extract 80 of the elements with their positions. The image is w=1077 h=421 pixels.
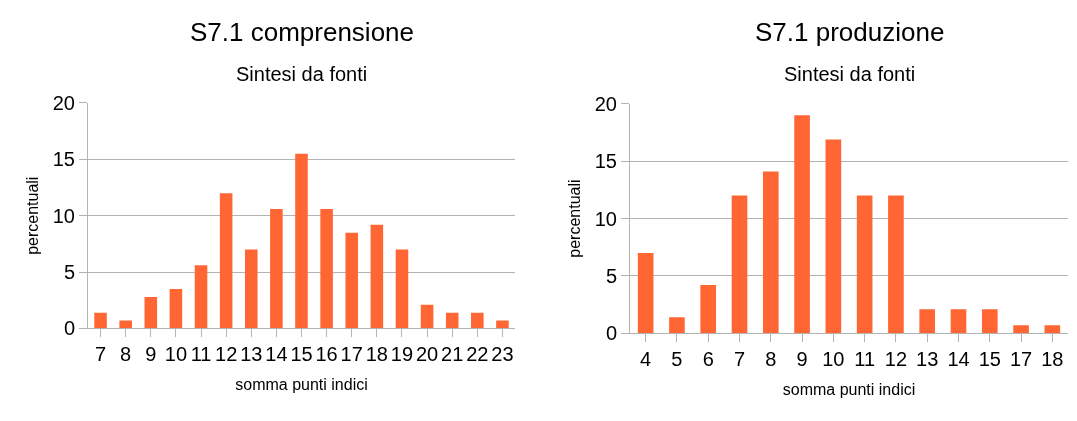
bar bbox=[295, 153, 308, 329]
bar bbox=[94, 312, 107, 329]
x-tick-label: 6 bbox=[702, 348, 714, 371]
bar bbox=[244, 249, 258, 329]
chart-title: S7.1 produzione bbox=[755, 17, 945, 47]
bar bbox=[794, 115, 810, 334]
bar bbox=[1044, 325, 1061, 334]
bar bbox=[144, 296, 158, 329]
bar bbox=[471, 312, 484, 329]
y-axis-title: percentuali bbox=[565, 179, 583, 258]
bar bbox=[320, 208, 333, 329]
x-tick-label: 16 bbox=[315, 343, 338, 366]
x-tick-label: 15 bbox=[290, 343, 313, 366]
chart-title: S7.1 comprensione bbox=[190, 17, 415, 47]
bar bbox=[981, 309, 998, 334]
bar bbox=[825, 139, 842, 334]
bar bbox=[270, 208, 283, 329]
x-tick-label: 5 bbox=[671, 348, 683, 371]
x-tick-label: 10 bbox=[822, 348, 845, 371]
x-tick-label: 13 bbox=[916, 348, 939, 371]
bar bbox=[856, 195, 873, 334]
y-tick-label: 0 bbox=[605, 322, 617, 345]
x-tick-label: 17 bbox=[340, 343, 363, 366]
bar bbox=[888, 195, 904, 334]
x-tick-label: 13 bbox=[240, 343, 263, 366]
y-tick-label: 5 bbox=[605, 264, 617, 287]
x-tick-label: 19 bbox=[390, 343, 414, 366]
bar bbox=[219, 193, 233, 329]
x-tick-label: 17 bbox=[1009, 348, 1033, 371]
x-tick-label: 9 bbox=[796, 348, 808, 371]
bar bbox=[370, 224, 384, 329]
x-tick-label: 8 bbox=[120, 343, 132, 366]
x-tick-label: 18 bbox=[1041, 348, 1064, 371]
x-tick-label: 14 bbox=[947, 348, 970, 371]
bar bbox=[345, 232, 359, 329]
x-tick-label: 21 bbox=[441, 343, 464, 366]
y-tick-label: 10 bbox=[52, 204, 75, 227]
bar bbox=[169, 289, 183, 329]
bar bbox=[762, 171, 779, 334]
y-tick-label: 20 bbox=[594, 92, 617, 115]
x-tick-label: 8 bbox=[765, 348, 777, 371]
bar bbox=[420, 304, 434, 329]
y-tick-label: 5 bbox=[63, 261, 75, 284]
x-tick-label: 9 bbox=[145, 343, 157, 366]
bar bbox=[1013, 325, 1029, 334]
x-tick-label: 7 bbox=[95, 343, 107, 366]
x-tick-label: 4 bbox=[640, 348, 652, 371]
x-tick-label: 11 bbox=[854, 348, 876, 371]
bar bbox=[637, 252, 654, 334]
bar bbox=[395, 249, 409, 329]
x-tick-label: 12 bbox=[215, 343, 238, 366]
bar bbox=[950, 309, 967, 334]
x-tick-label: 10 bbox=[164, 343, 188, 366]
chart-subtitle: Sintesi da fonti bbox=[236, 63, 368, 85]
chart-subtitle: Sintesi da fonti bbox=[784, 63, 916, 85]
y-tick-label: 10 bbox=[594, 207, 617, 230]
bar bbox=[669, 317, 685, 334]
x-tick-label: 7 bbox=[733, 348, 746, 371]
y-tick-label: 15 bbox=[594, 150, 617, 173]
x-tick-label: 22 bbox=[466, 343, 489, 366]
bar bbox=[731, 195, 748, 334]
bar bbox=[496, 320, 509, 329]
bar bbox=[194, 265, 208, 329]
x-tick-label: 14 bbox=[265, 343, 288, 366]
x-tick-label: 11 bbox=[190, 343, 212, 366]
x-tick-label: 23 bbox=[491, 343, 514, 366]
bar bbox=[919, 309, 936, 334]
x-tick-label: 15 bbox=[978, 348, 1001, 371]
y-tick-label: 15 bbox=[52, 148, 75, 171]
bar bbox=[700, 285, 717, 334]
bar bbox=[445, 312, 459, 329]
x-tick-label: 18 bbox=[365, 343, 388, 366]
x-axis-title: somma punti indici bbox=[235, 376, 368, 394]
y-axis-title: percentuali bbox=[23, 176, 41, 255]
x-tick-label: 20 bbox=[415, 343, 439, 366]
x-tick-label: 12 bbox=[884, 348, 908, 371]
bar bbox=[119, 320, 132, 329]
y-tick-label: 0 bbox=[63, 317, 75, 340]
x-axis-title: somma punti indici bbox=[782, 380, 916, 398]
y-tick-label: 20 bbox=[52, 91, 75, 114]
